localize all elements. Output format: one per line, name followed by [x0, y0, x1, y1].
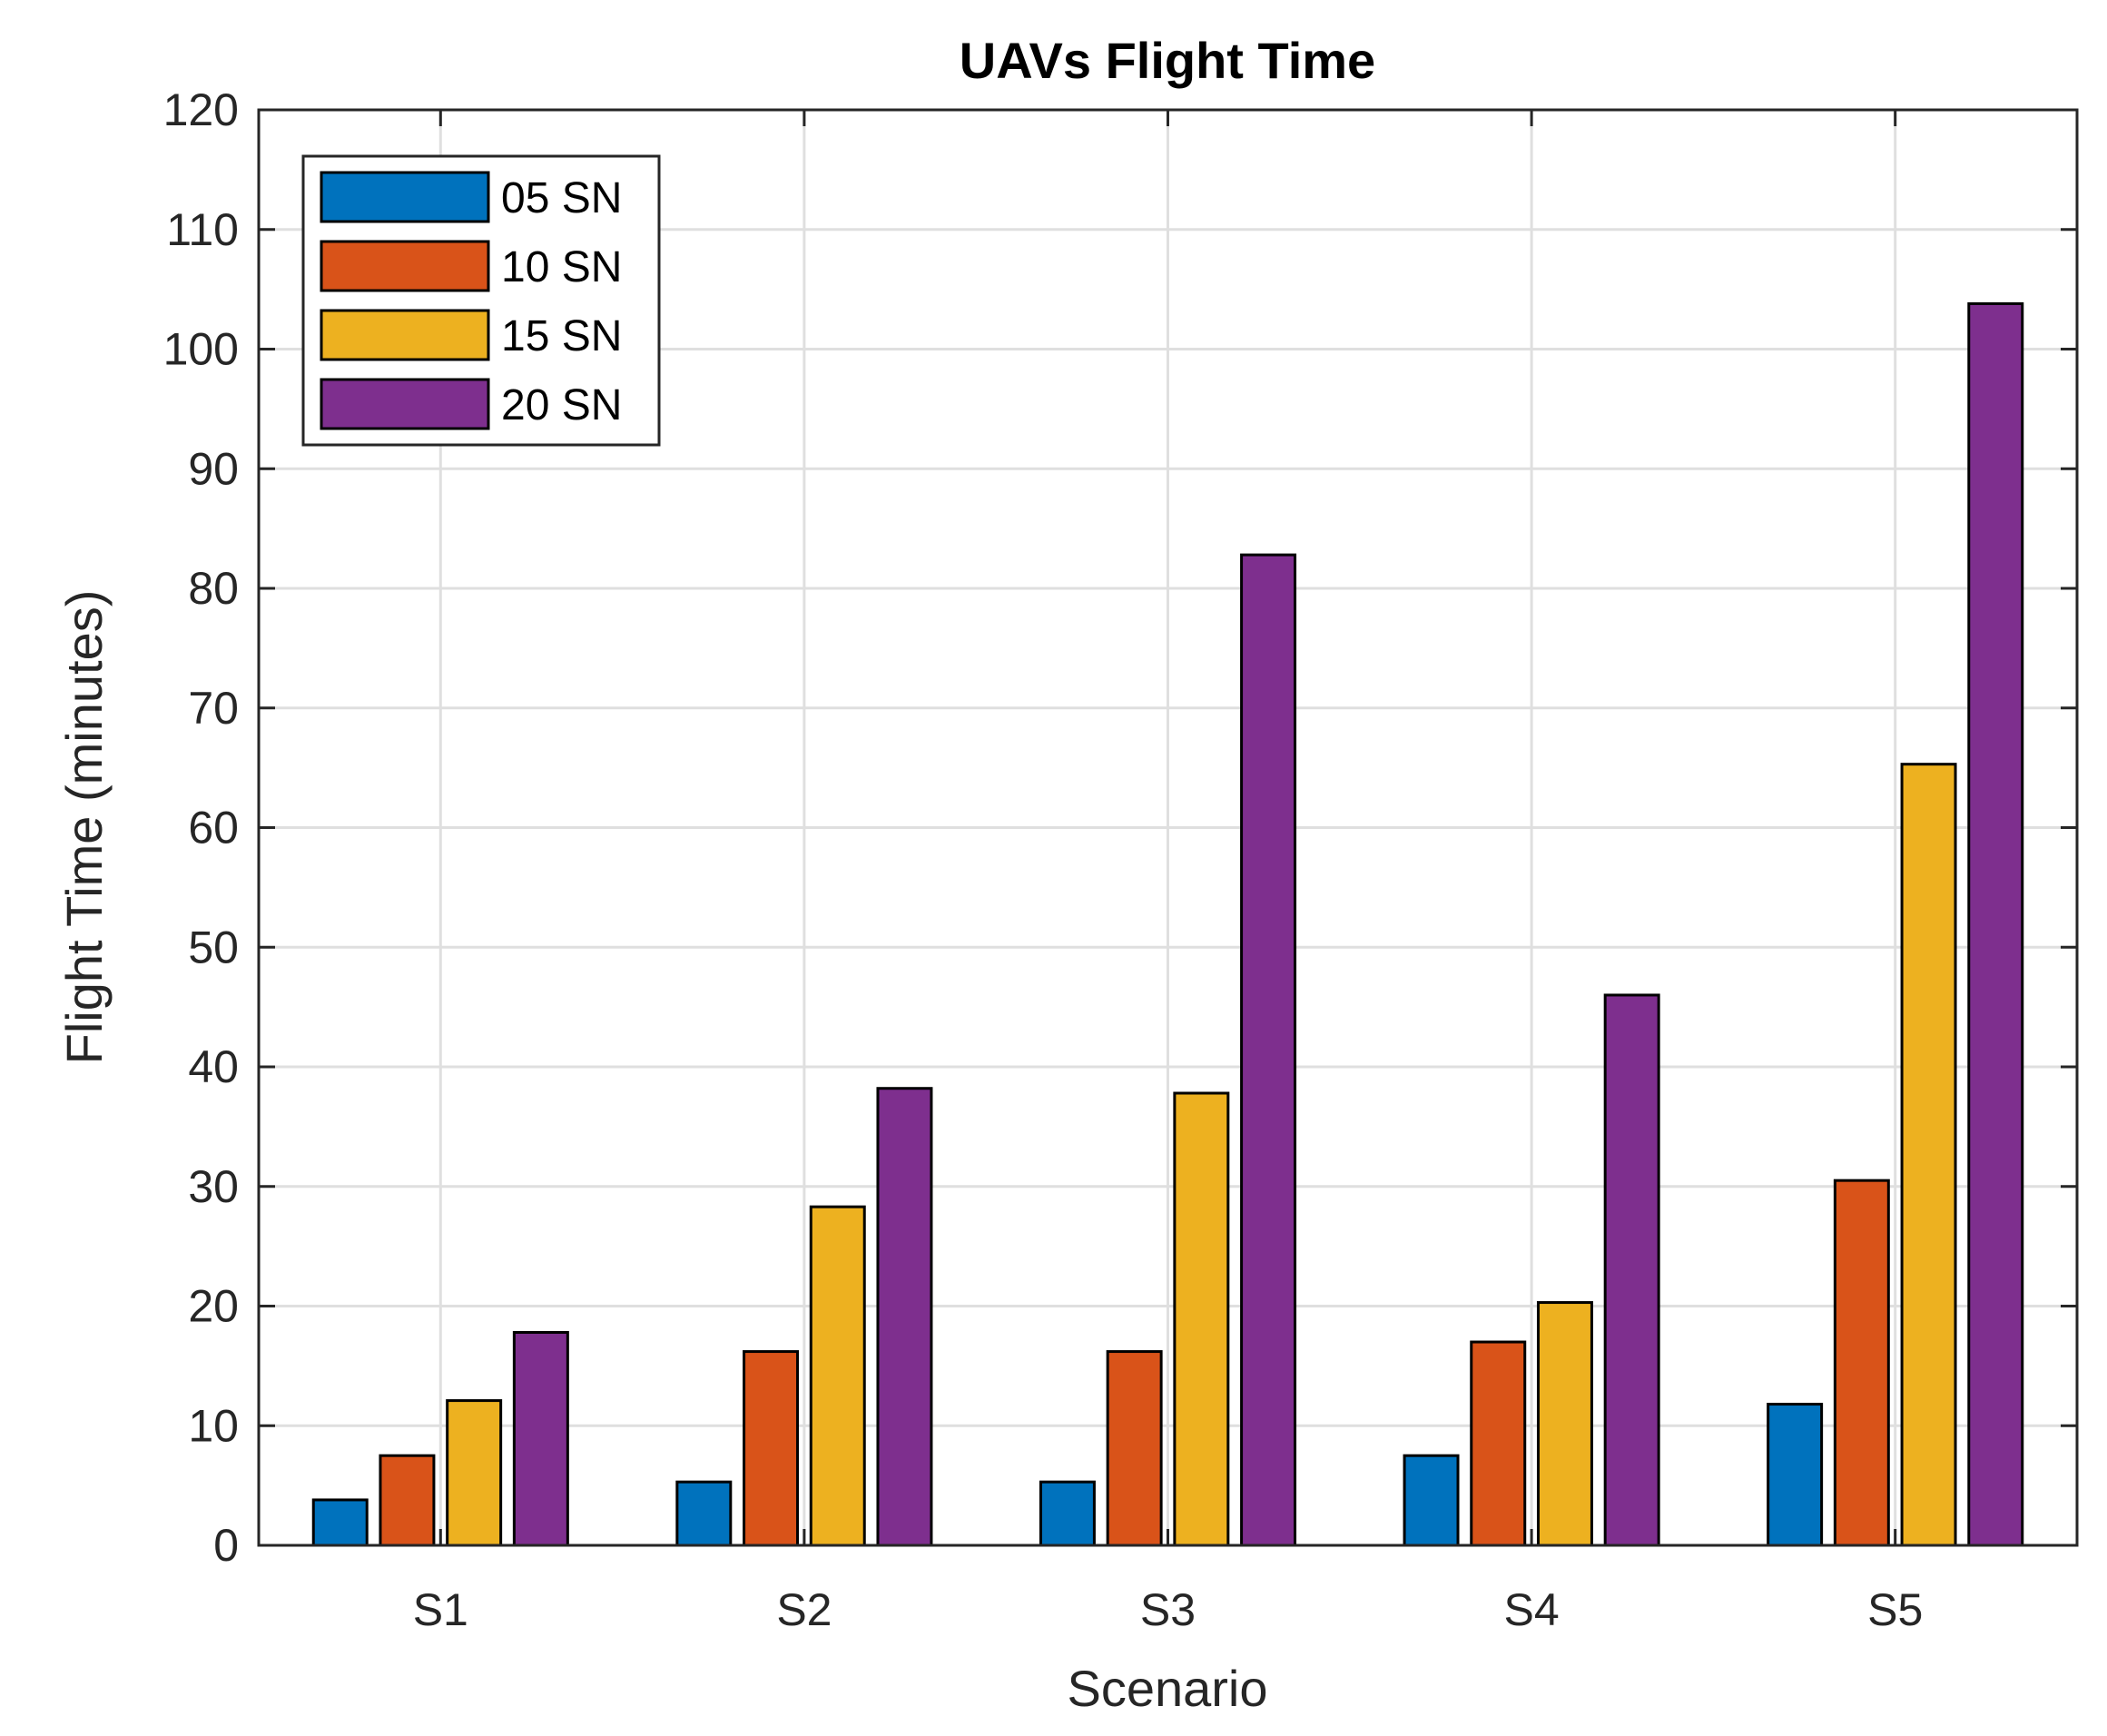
axis-ticks: [259, 108, 2077, 1547]
legend-swatch: [320, 240, 490, 292]
bar-15-sn-s3: [1173, 1091, 1230, 1547]
y-tick-label: 60: [188, 803, 239, 853]
bar-05-sn-s3: [1039, 1480, 1096, 1547]
x-axis-tick-labels: S1 S2 S3 S4 S5: [413, 1584, 1924, 1635]
bar-15-sn-s5: [1900, 763, 1957, 1547]
bar-20-sn-s2: [876, 1087, 933, 1547]
bar-20-sn-s1: [512, 1330, 569, 1547]
y-tick-label: 10: [188, 1400, 239, 1451]
x-tick-label: S2: [776, 1584, 832, 1635]
y-tick-label: 0: [213, 1520, 239, 1571]
bar-10-sn-s1: [379, 1454, 436, 1547]
bar-15-sn-s2: [809, 1205, 866, 1547]
bar-05-sn-s1: [311, 1498, 369, 1547]
bar-10-sn-s3: [1106, 1350, 1163, 1547]
bar-05-sn-s5: [1767, 1403, 1824, 1547]
y-tick-label: 110: [166, 204, 239, 255]
legend-label: 20 SN: [501, 381, 622, 429]
y-axis-tick-labels: 0 10 20 30 40 50 60 70 80 90 100 110 120: [163, 84, 239, 1571]
x-tick-label: S5: [1867, 1584, 1923, 1635]
y-tick-label: 120: [163, 84, 239, 135]
bar-05-sn-s2: [675, 1480, 733, 1547]
y-tick-label: 50: [188, 922, 239, 972]
y-tick-label: 20: [188, 1281, 239, 1332]
x-tick-label: S4: [1504, 1584, 1560, 1635]
bar-10-sn-s4: [1470, 1340, 1527, 1547]
x-tick-label: S3: [1140, 1584, 1196, 1635]
y-tick-label: 100: [163, 324, 239, 375]
bar-20-sn-s3: [1240, 553, 1297, 1547]
legend-label: 15 SN: [501, 312, 622, 360]
bar-15-sn-s4: [1536, 1301, 1593, 1547]
y-tick-label: 30: [188, 1161, 239, 1212]
legend-label: 10 SN: [501, 243, 622, 291]
y-tick-label: 40: [188, 1041, 239, 1092]
legend: 05 SN 10 SN 15 SN 20 SN: [301, 154, 661, 447]
y-axis-label: Flight Time (minutes): [55, 590, 113, 1065]
legend-swatch: [320, 171, 490, 223]
bar-15-sn-s1: [446, 1399, 503, 1547]
bar-10-sn-s5: [1833, 1179, 1890, 1547]
bar-10-sn-s2: [743, 1350, 800, 1547]
legend-label: 05 SN: [501, 174, 622, 222]
bar-20-sn-s4: [1603, 993, 1660, 1547]
chart-title: UAVs Flight Time: [960, 32, 1375, 89]
y-tick-label: 70: [188, 683, 239, 734]
bars: [311, 301, 2024, 1547]
x-tick-label: S1: [413, 1584, 468, 1635]
bar-20-sn-s5: [1967, 301, 2024, 1547]
bar-05-sn-s4: [1403, 1454, 1460, 1547]
legend-swatch: [320, 309, 490, 361]
y-tick-label: 90: [188, 443, 239, 494]
x-axis-label: Scenario: [1067, 1660, 1267, 1717]
legend-swatch: [320, 378, 490, 430]
y-tick-label: 80: [188, 563, 239, 614]
